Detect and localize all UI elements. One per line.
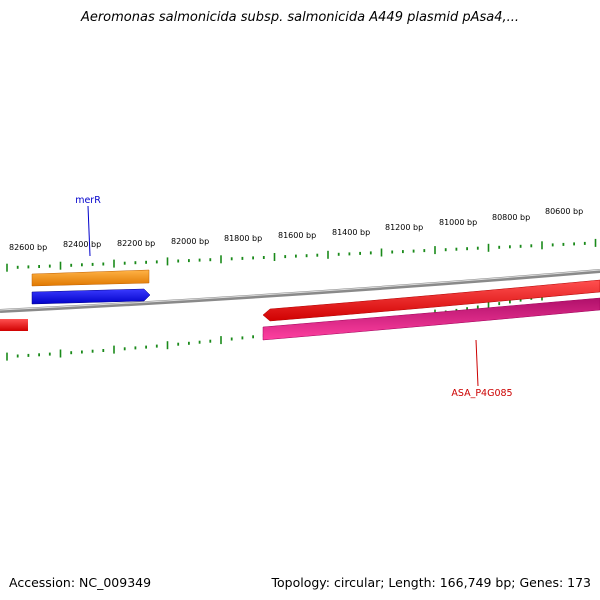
map-title: Aeromonas salmonicida subsp. salmonicida… — [80, 10, 520, 25]
scale-label-82400: 82400 bp — [63, 240, 101, 249]
left-edge-gene[interactable] — [0, 319, 28, 331]
scale-label-81800: 81800 bp — [224, 234, 262, 243]
merR-upper-feature[interactable] — [31, 269, 150, 287]
plasmid-backbone-highlight — [0, 269, 600, 311]
scale-label-82200: 82200 bp — [117, 239, 155, 248]
ASA_P4G085-label-leader — [475, 339, 479, 387]
forward-gene-arrow[interactable] — [262, 279, 600, 322]
scale-label-80600: 80600 bp — [545, 207, 583, 216]
scale-label-81200: 81200 bp — [385, 223, 423, 232]
plasmid-backbone — [0, 269, 600, 313]
accession-text: Accession: NC_009349 — [9, 575, 152, 590]
scale-labels: 82600 bp 82400 bp 82200 bp 82000 bp 81800 bp… — [9, 207, 583, 252]
scale-label-81400: 81400 bp — [332, 228, 370, 237]
merR-label-leader — [87, 205, 91, 257]
ASA_P4G085-gene[interactable] — [262, 297, 600, 341]
scale-label-82600: 82600 bp — [9, 243, 47, 252]
merR-gene-arrow[interactable] — [31, 288, 151, 305]
scale-label-81000: 81000 bp — [439, 218, 477, 227]
scale-label-82000: 82000 bp — [171, 237, 209, 246]
topology-text: Topology: circular; Length: 166,749 bp; … — [271, 575, 592, 590]
scale-label-81600: 81600 bp — [278, 231, 316, 240]
merR-label: merR — [75, 195, 101, 206]
ASA_P4G085-label: ASA_P4G085 — [451, 388, 512, 399]
outer-scale-ticks — [6, 238, 597, 272]
scale-label-80800: 80800 bp — [492, 213, 530, 222]
